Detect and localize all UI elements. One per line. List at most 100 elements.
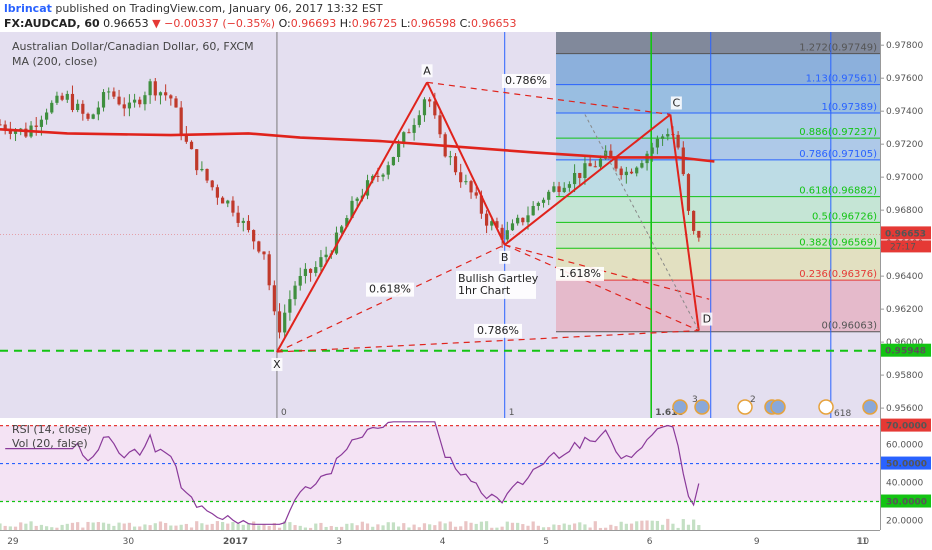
volume-bar — [91, 522, 95, 530]
candle-body — [495, 221, 499, 228]
price-tick-label: 0.96400 — [886, 272, 923, 282]
rsi-panel[interactable]: RSI (14, close) Vol (20, false) 70.0000 6… — [0, 418, 932, 530]
volume-bar — [531, 521, 535, 530]
volume-bar — [293, 525, 297, 530]
fib-band — [556, 53, 880, 85]
volume-bar — [686, 524, 691, 530]
price-tick-label: 0.96200 — [886, 305, 923, 315]
event-flag-icon[interactable] — [694, 399, 710, 415]
volume-bar — [0, 523, 2, 530]
candle-body — [138, 99, 142, 105]
time-marker-label: 0 — [281, 408, 287, 418]
time-tick-label: 5 — [543, 537, 549, 547]
pattern-leg[interactable] — [669, 114, 700, 331]
fib-band — [556, 196, 880, 223]
pattern-point-a[interactable]: A — [421, 64, 433, 78]
volume-bar — [231, 522, 235, 530]
event-flag-icon[interactable] — [737, 399, 753, 415]
rsi-level-box — [881, 456, 931, 470]
time-markers: 0 1 1.618 — [276, 32, 832, 418]
candle-body — [174, 98, 178, 108]
fib-band — [556, 159, 880, 197]
candle-body — [459, 172, 463, 183]
fib-band — [556, 222, 880, 249]
candle-body — [666, 134, 670, 137]
event-flag-icon[interactable] — [862, 399, 878, 415]
candle-body — [629, 171, 634, 174]
pattern-leg[interactable] — [504, 113, 671, 246]
candle-body — [510, 223, 515, 231]
volume-bar — [469, 522, 473, 530]
volume-bar — [340, 526, 344, 530]
candle-body — [500, 227, 504, 240]
rsi-line — [5, 421, 700, 525]
volume-bar — [443, 523, 447, 530]
current-price-box — [881, 226, 931, 240]
fib-retracement-zone[interactable] — [556, 32, 880, 333]
candle-body — [547, 191, 551, 200]
volume-bar — [13, 526, 18, 530]
rsi-axis[interactable]: 70.0000 60.0000 50.0000 40.0000 30.0000 20.00… — [880, 418, 932, 530]
rsi-tick-label: 70.0000 — [886, 422, 927, 432]
candle-body — [609, 150, 613, 159]
candle-body — [624, 171, 628, 176]
candle-body — [101, 92, 106, 108]
volume-bar — [516, 522, 520, 530]
volume-bar — [153, 523, 157, 530]
gartley-pattern[interactable]: X A B C D — [271, 64, 713, 372]
ratio-label-box — [502, 73, 550, 88]
candle-body — [655, 138, 660, 148]
volume-bar — [179, 524, 183, 530]
price-tick-label: 0.96000 — [886, 338, 923, 348]
volume-bar — [283, 521, 287, 530]
candle-body — [319, 257, 323, 268]
event-flag-icon[interactable] — [672, 399, 688, 415]
pattern-leg[interactable] — [276, 81, 428, 353]
pattern-point-c[interactable]: C — [670, 96, 682, 110]
author-link[interactable]: lbrincat — [4, 2, 52, 15]
pattern-point-label: D — [703, 313, 711, 326]
time-marker-label: 1 — [509, 408, 515, 418]
low-value: 0.96598 — [410, 17, 457, 30]
volume-bar — [510, 522, 515, 530]
candle-body — [236, 212, 240, 223]
candle-body — [541, 199, 546, 203]
candle-body — [34, 125, 38, 127]
volume-bar — [619, 521, 623, 530]
ma-200-line — [0, 128, 715, 163]
candle-body — [189, 141, 194, 150]
pattern-point-b[interactable]: B — [499, 250, 511, 264]
price-chart[interactable]: 0 1 1.618 X A B C D 1.272(0.97749) 1.13(0.97561… — [0, 32, 932, 418]
candle-body — [0, 124, 2, 126]
volume-bar — [526, 525, 530, 530]
low-label: L: — [400, 17, 411, 30]
pattern-point-d[interactable]: D — [701, 312, 713, 326]
volume-bar — [557, 524, 561, 530]
volume-bar — [107, 523, 111, 530]
volume-bar — [303, 527, 308, 530]
event-badges[interactable]: 3 2 618 — [672, 395, 878, 418]
candle-body — [3, 124, 7, 130]
volume-bar — [8, 526, 12, 530]
volume-bar — [174, 525, 178, 530]
pattern-leg[interactable] — [426, 81, 506, 246]
volume-bar — [609, 524, 613, 530]
candle-body — [70, 93, 75, 110]
event-flag-icon[interactable] — [818, 399, 834, 415]
event-flag-icon[interactable] — [770, 399, 786, 415]
candle-body — [200, 168, 204, 171]
candle-body — [692, 210, 696, 231]
pattern-point-x[interactable]: X — [271, 358, 283, 372]
volume-bar — [3, 525, 7, 530]
candle-body — [220, 197, 225, 204]
price-axis[interactable]: 0.97800 0.97600 0.97400 0.97200 0.97000 0.968… — [0, 32, 931, 418]
event-badge-count: 3 — [692, 395, 698, 405]
price-tick-label: 0.97000 — [886, 173, 923, 183]
volume-bar — [189, 527, 194, 530]
candle-body — [635, 167, 639, 174]
candle-body — [417, 115, 421, 125]
candle-body — [660, 136, 665, 139]
volume-bar — [433, 525, 437, 530]
fib-band — [556, 32, 880, 54]
